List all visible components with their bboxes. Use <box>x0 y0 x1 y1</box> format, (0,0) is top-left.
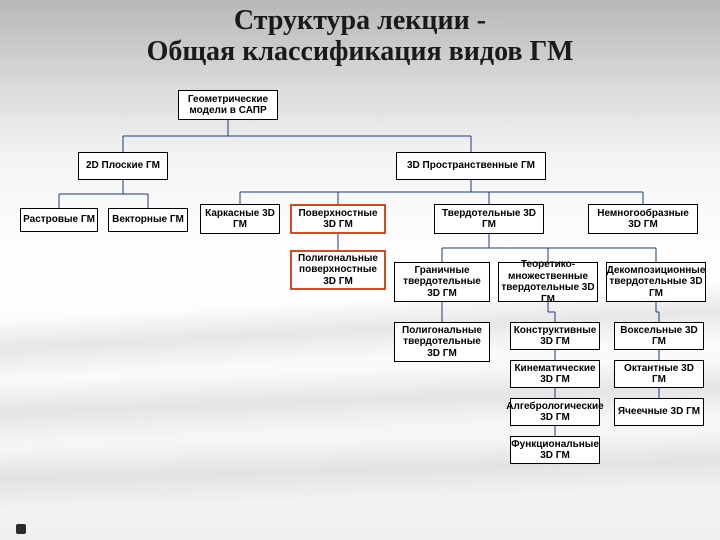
node-root: Геометрические модели в САПР <box>178 90 278 120</box>
node-n3d: 3D Пространственные ГМ <box>396 152 546 180</box>
slide-title: Структура лекции - Общая классификация в… <box>0 6 720 68</box>
node-brep: Граничные твердотельные 3D ГМ <box>394 262 490 302</box>
title-line-2: Общая классификация видов ГМ <box>0 37 720 68</box>
node-voxel: Воксельные 3D ГМ <box>614 322 704 350</box>
node-surf: Поверхностные 3D ГМ <box>290 204 386 234</box>
node-csg: Конструктивные 3D ГМ <box>510 322 600 350</box>
node-polysurf: Полигональные поверхностные 3D ГМ <box>290 250 386 290</box>
node-polysolid: Полигональные твердотельные 3D ГМ <box>394 322 490 362</box>
node-func: Функциональные 3D ГМ <box>510 436 600 464</box>
node-nonmani: Немногообразные 3D ГМ <box>588 204 698 234</box>
node-solid: Твердотельные 3D ГМ <box>434 204 544 234</box>
node-octant: Октантные 3D ГМ <box>614 360 704 388</box>
node-n2d: 2D Плоские ГМ <box>78 152 168 180</box>
node-settheor: Теоретико-множественные твердотельные 3D… <box>498 262 598 302</box>
node-algebro: Алгебрологические 3D ГМ <box>510 398 600 426</box>
bullet-icon <box>16 524 26 534</box>
node-raster: Растровые ГМ <box>20 208 98 232</box>
node-kinem: Кинематические 3D ГМ <box>510 360 600 388</box>
node-wire: Каркасные 3D ГМ <box>200 204 280 234</box>
node-decomp: Декомпозиционные твердотельные 3D ГМ <box>606 262 706 302</box>
node-cell: Ячеечные 3D ГМ <box>614 398 704 426</box>
node-vector: Векторные ГМ <box>108 208 188 232</box>
title-line-1: Структура лекции - <box>0 6 720 37</box>
